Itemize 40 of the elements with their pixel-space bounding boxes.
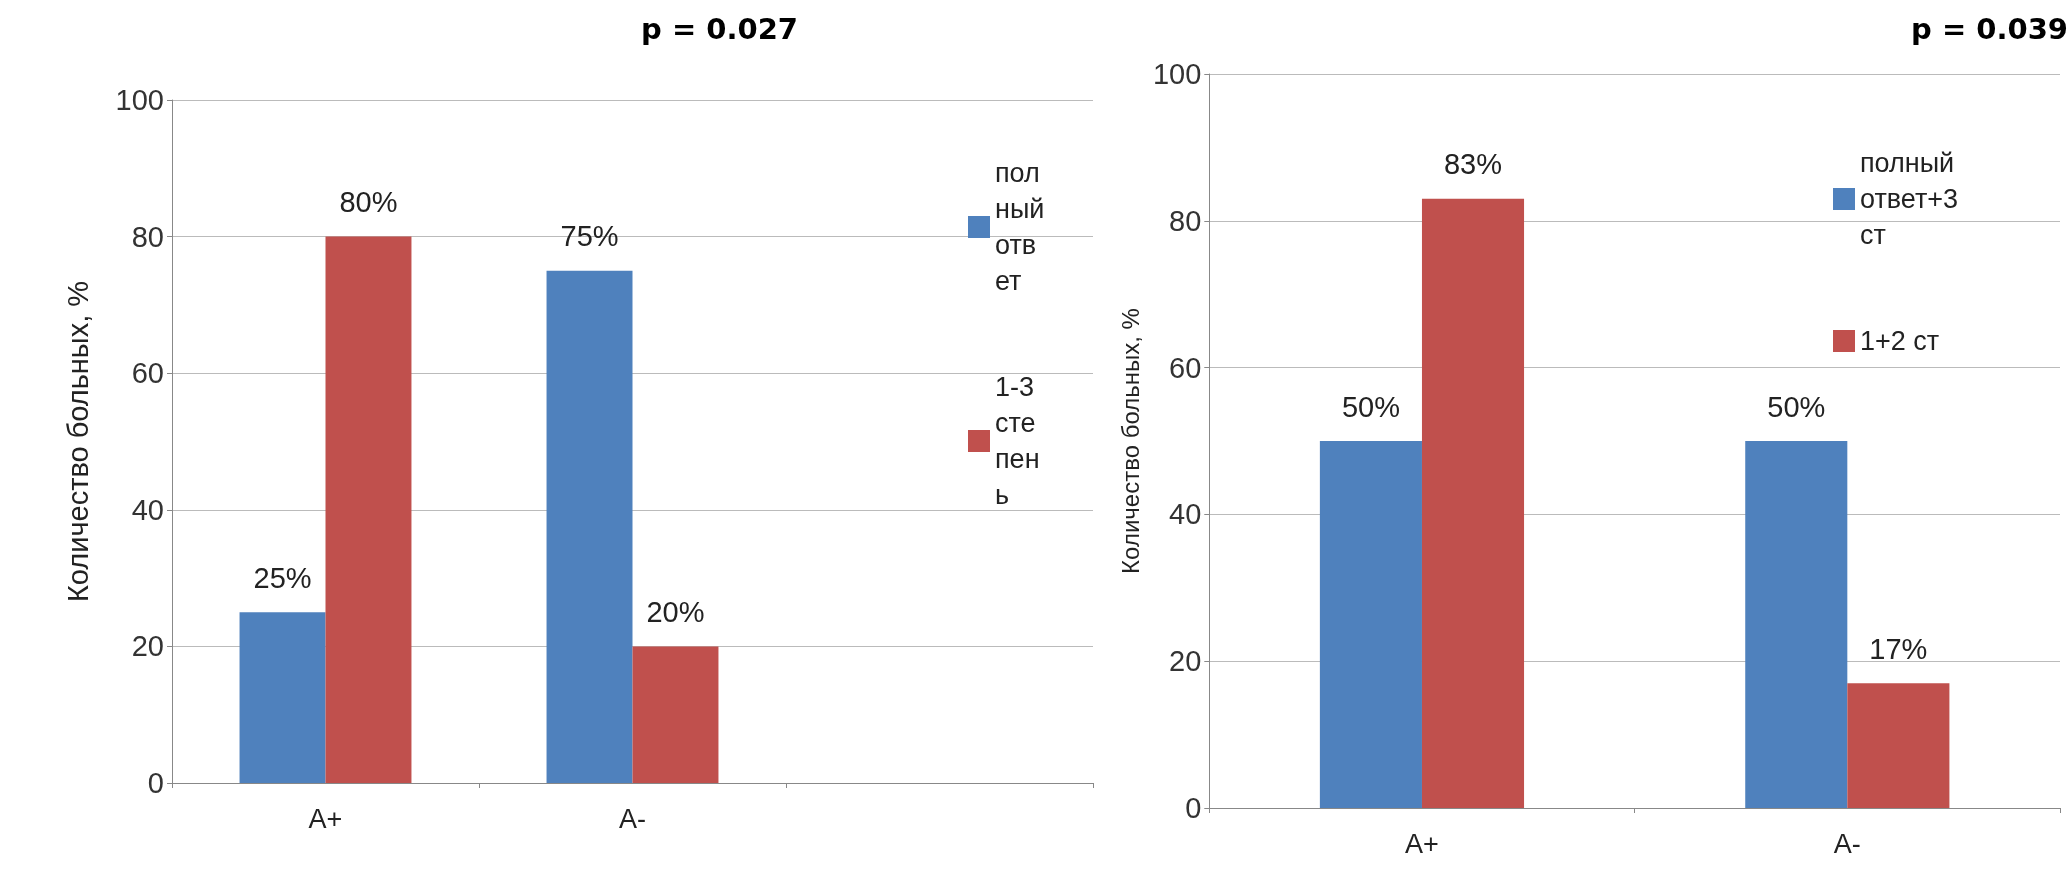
y-tick-label: 0 bbox=[1185, 792, 1202, 824]
data-label: 80% bbox=[339, 186, 398, 219]
x-tick-label: A- bbox=[1833, 828, 1861, 859]
y-tick-label: 80 bbox=[131, 220, 164, 253]
data-label: 20% bbox=[646, 595, 705, 628]
y-tick-label: 80 bbox=[1169, 204, 1202, 237]
x-tick-label: A+ bbox=[308, 803, 343, 834]
bar bbox=[1847, 683, 1950, 808]
legend-label: 1-3 степень bbox=[995, 372, 1042, 510]
y-tick-label: 40 bbox=[1169, 498, 1202, 531]
bar bbox=[1319, 441, 1422, 808]
legend-label: 1+2 ст bbox=[1860, 326, 1940, 356]
x-tick-label: A- bbox=[619, 803, 646, 834]
y-tick-label: 60 bbox=[131, 357, 164, 390]
y-tick-label: 40 bbox=[131, 493, 164, 526]
y-axis-title: Количество больных, % bbox=[61, 280, 94, 603]
legend-label: полный ответ+3 ст bbox=[1860, 148, 1966, 250]
y-tick-label: 100 bbox=[1152, 58, 1202, 90]
data-label: 50% bbox=[1767, 390, 1826, 423]
y-tick-label: 0 bbox=[147, 767, 164, 799]
y-tick-label: 100 bbox=[115, 84, 164, 116]
bar bbox=[546, 270, 633, 783]
legend-label: полный ответ bbox=[995, 158, 1052, 296]
bar bbox=[632, 646, 719, 783]
text: p = 0.039 bbox=[1911, 11, 2068, 46]
data-label: 83% bbox=[1443, 148, 1503, 181]
y-tick-label: 20 bbox=[1169, 645, 1202, 678]
text: p = 0.027 bbox=[641, 11, 798, 46]
x-tick-label: A+ bbox=[1405, 828, 1439, 859]
y-tick-label: 60 bbox=[1169, 351, 1202, 384]
data-label: 50% bbox=[1341, 390, 1400, 423]
data-label: 75% bbox=[560, 220, 619, 253]
y-axis-title: Количество больных, % bbox=[1116, 308, 1144, 574]
data-label: 25% bbox=[253, 561, 312, 594]
bar bbox=[1421, 198, 1525, 808]
bar bbox=[325, 236, 412, 783]
data-label: 17% bbox=[1869, 632, 1928, 665]
y-tick-label: 20 bbox=[131, 630, 164, 663]
bar bbox=[239, 612, 326, 783]
bar bbox=[1745, 441, 1848, 808]
